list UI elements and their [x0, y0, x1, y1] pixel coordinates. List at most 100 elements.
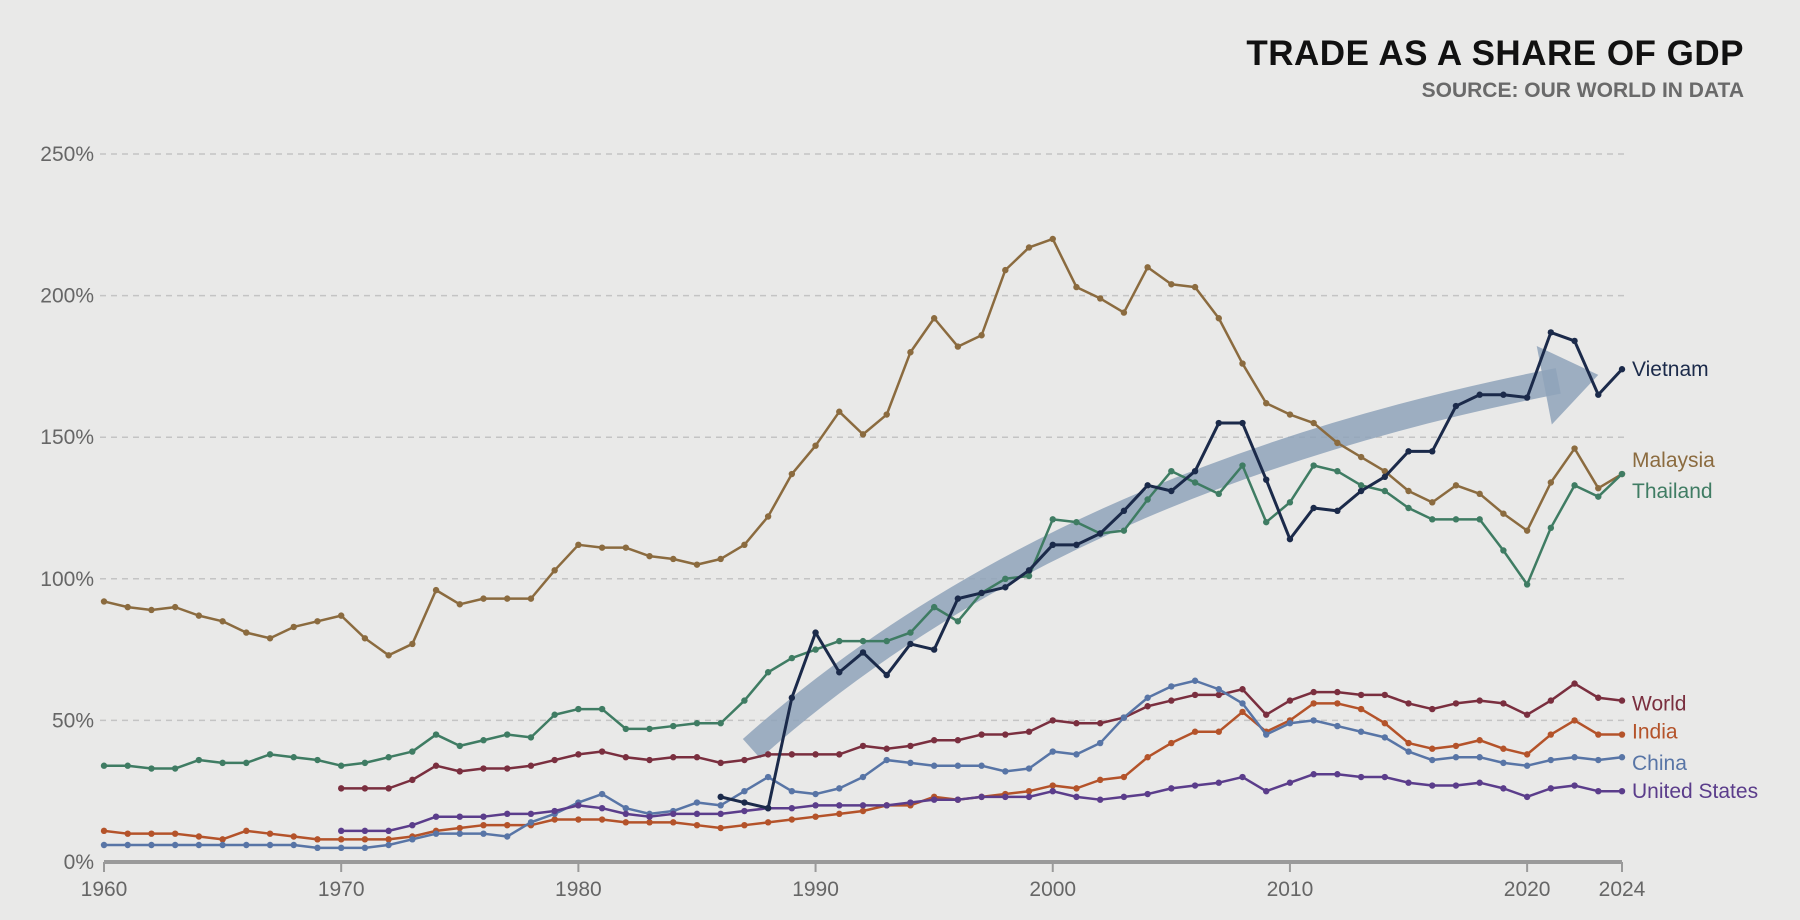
trend-arrow-shaft: [742, 368, 1561, 759]
data-point: [598, 816, 606, 823]
data-point: [1523, 394, 1531, 401]
legend-label-vietnam: Vietnam: [1632, 358, 1709, 381]
data-point: [1618, 470, 1626, 478]
data-point: [883, 802, 890, 809]
data-point: [1500, 745, 1507, 752]
data-point: [432, 586, 440, 594]
data-point: [504, 821, 511, 829]
data-point: [1168, 467, 1175, 475]
data-point: [266, 751, 274, 758]
data-point: [148, 606, 155, 614]
y-tick-label: 0%: [64, 851, 94, 874]
data-point: [1168, 281, 1175, 288]
data-point: [1476, 779, 1483, 786]
x-tick-label: 1990: [792, 878, 839, 901]
legend-label-china: China: [1632, 752, 1687, 775]
data-point: [788, 816, 796, 823]
data-point: [575, 751, 582, 758]
data-point: [930, 646, 938, 653]
data-point: [456, 813, 463, 820]
data-point: [1357, 453, 1365, 461]
data-point: [1618, 788, 1626, 795]
data-point: [337, 844, 345, 852]
data-point: [504, 810, 511, 818]
data-point: [1239, 360, 1246, 367]
data-point: [1523, 751, 1531, 758]
data-point: [195, 841, 203, 849]
data-point: [527, 762, 535, 769]
data-point: [1120, 773, 1128, 781]
data-point: [1547, 479, 1555, 486]
data-point: [1476, 391, 1483, 398]
data-point: [1547, 329, 1555, 336]
data-point: [1405, 739, 1412, 747]
data-point: [670, 754, 677, 761]
data-point: [907, 742, 914, 750]
data-point: [930, 315, 938, 322]
data-point: [646, 813, 653, 820]
data-point: [859, 431, 867, 438]
y-tick-label: 250%: [40, 143, 94, 166]
data-point: [171, 830, 179, 837]
data-point: [432, 830, 440, 837]
data-point: [1595, 484, 1602, 492]
data-point: [385, 827, 392, 835]
data-point: [551, 807, 558, 815]
data-point: [1239, 773, 1246, 781]
data-point: [1191, 782, 1199, 789]
data-point: [907, 799, 914, 806]
data-point: [717, 759, 724, 767]
data-point: [1618, 366, 1626, 373]
data-point: [1286, 697, 1294, 704]
data-point: [1073, 283, 1080, 291]
data-point: [622, 804, 630, 812]
data-point: [1191, 728, 1199, 735]
data-point: [930, 762, 938, 769]
data-point: [930, 796, 938, 803]
data-point: [670, 555, 677, 563]
data-point: [1405, 487, 1412, 495]
data-point: [171, 603, 179, 611]
data-point: [907, 349, 914, 356]
data-point: [551, 756, 558, 764]
data-point: [385, 754, 392, 761]
data-point: [504, 833, 511, 840]
data-point: [100, 598, 108, 605]
chart-title: TRADE AS A SHARE OF GDP: [1246, 34, 1744, 73]
data-point: [741, 788, 748, 795]
data-point: [622, 754, 630, 761]
data-point: [124, 841, 131, 849]
data-point: [124, 603, 131, 611]
data-point: [1073, 793, 1080, 801]
data-point: [812, 646, 819, 653]
data-point: [219, 841, 226, 849]
data-point: [337, 827, 345, 835]
data-point: [1239, 419, 1246, 427]
data-point: [243, 827, 250, 835]
data-point: [1476, 490, 1483, 498]
y-tick-label: 50%: [52, 709, 94, 732]
data-point: [883, 745, 890, 752]
data-point: [432, 731, 440, 738]
data-point: [646, 819, 653, 826]
data-point: [741, 799, 748, 806]
data-point: [1168, 739, 1175, 747]
data-point: [1476, 754, 1483, 761]
data-point: [432, 762, 440, 769]
data-point: [361, 759, 369, 767]
data-point: [1452, 742, 1460, 750]
data-point: [812, 751, 819, 758]
data-point: [1357, 482, 1365, 489]
y-tick-label: 100%: [40, 568, 94, 591]
x-tick-label: 2010: [1267, 878, 1314, 901]
data-point: [812, 442, 819, 449]
data-point: [1405, 504, 1412, 512]
data-point: [788, 751, 796, 758]
data-point: [1025, 572, 1033, 580]
data-point: [456, 601, 463, 608]
data-point: [504, 595, 511, 602]
data-point: [1073, 518, 1080, 526]
data-point: [1049, 748, 1056, 755]
data-point: [361, 785, 369, 792]
